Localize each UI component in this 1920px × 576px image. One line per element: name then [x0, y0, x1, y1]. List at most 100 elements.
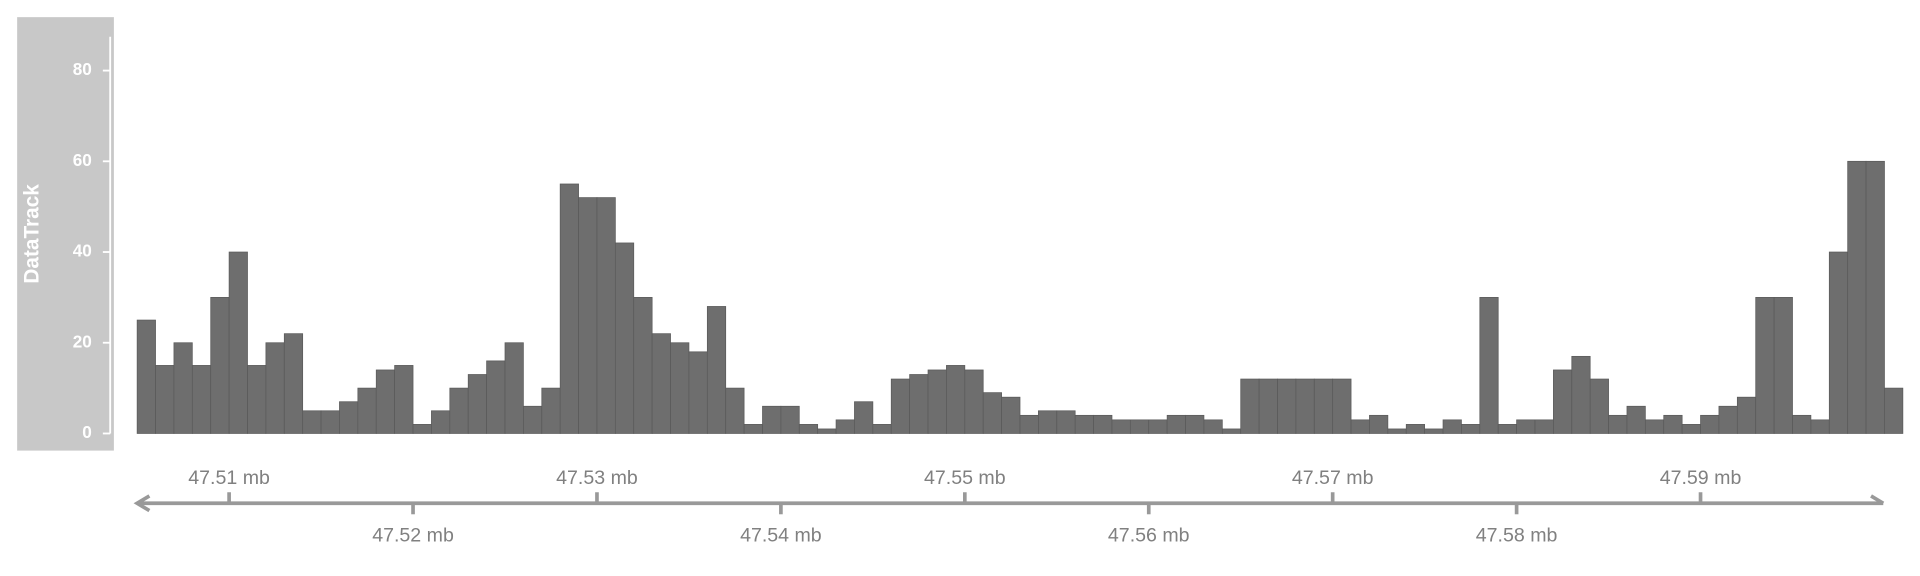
bar: [136, 319, 156, 434]
bar: [1369, 414, 1389, 434]
bar: [559, 183, 579, 434]
bar: [780, 405, 800, 434]
bar: [467, 374, 487, 434]
x-tick-label: 47.55 mb: [924, 467, 1006, 489]
bar: [1608, 414, 1628, 434]
bar: [1295, 378, 1315, 434]
y-tick-label: 40: [73, 241, 92, 261]
bar: [1589, 378, 1609, 434]
bar: [541, 387, 561, 434]
bar: [1461, 424, 1481, 434]
bar: [982, 392, 1002, 434]
bar: [633, 297, 653, 434]
bar: [1203, 419, 1223, 434]
bar: [835, 419, 855, 434]
bar: [357, 387, 377, 434]
bar: [725, 387, 745, 434]
bar: [578, 197, 598, 434]
bar: [1332, 378, 1352, 434]
bar: [173, 342, 193, 434]
track-title-panel: [17, 17, 114, 451]
bar: [762, 405, 782, 434]
bar: [1810, 419, 1830, 434]
bar: [1828, 251, 1849, 434]
y-tick-label: 60: [73, 150, 92, 170]
bar: [1258, 378, 1278, 434]
bar: [1571, 355, 1591, 434]
bar: [375, 369, 396, 434]
bar: [1387, 428, 1407, 434]
bar: [1148, 419, 1168, 434]
bar: [449, 387, 469, 434]
bar: [964, 369, 984, 434]
bar: [1129, 419, 1150, 434]
bar: [1865, 160, 1885, 434]
bar: [191, 365, 212, 434]
bar: [872, 424, 892, 434]
track-title: DataTrack: [21, 184, 44, 284]
y-tick-label: 0: [82, 422, 92, 442]
bar: [1773, 297, 1793, 434]
bar: [1185, 414, 1205, 434]
bar: [854, 401, 874, 434]
bar: [1056, 410, 1076, 434]
bar: [946, 365, 966, 434]
bar: [283, 333, 304, 434]
bar: [302, 410, 322, 434]
bar: [1553, 369, 1573, 434]
x-tick-label: 47.54 mb: [740, 524, 822, 546]
bar: [1792, 414, 1812, 434]
bar: [1497, 424, 1517, 434]
bar: [688, 351, 708, 434]
bar: [1240, 378, 1260, 434]
bar: [155, 365, 175, 434]
genome-axis-arrows: [133, 494, 1885, 513]
bar: [743, 424, 763, 434]
bar: [798, 424, 819, 434]
x-tick-label: 47.58 mb: [1476, 524, 1558, 546]
y-tick-label: 20: [73, 331, 92, 351]
bar: [817, 428, 837, 434]
y-tick-label: 80: [73, 59, 92, 79]
bar: [486, 360, 506, 434]
bar: [927, 369, 947, 434]
bar: [320, 410, 340, 434]
bar: [1534, 419, 1554, 434]
bar: [1038, 410, 1058, 434]
bar: [1074, 414, 1094, 434]
bar: [412, 424, 432, 434]
bar: [1663, 414, 1683, 434]
bar: [651, 333, 671, 434]
bar: [1479, 297, 1499, 434]
x-tick-label: 47.52 mb: [372, 524, 454, 546]
x-tick-label: 47.51 mb: [188, 467, 270, 489]
x-tick-label: 47.59 mb: [1660, 467, 1742, 489]
bar: [596, 197, 616, 434]
bar: [706, 306, 727, 434]
bar: [1442, 419, 1462, 434]
bar: [890, 378, 911, 434]
bar: [670, 342, 690, 434]
bar: [1001, 396, 1021, 434]
bar: [210, 297, 230, 434]
bar: [265, 342, 285, 434]
bar: [909, 374, 929, 434]
bar: [1350, 419, 1370, 434]
bar: [1093, 414, 1113, 434]
bar: [1755, 297, 1775, 434]
bar: [394, 365, 414, 434]
bar: [523, 405, 543, 434]
x-tick-label: 47.53 mb: [556, 467, 638, 489]
bar: [1644, 419, 1665, 434]
bar: [1700, 414, 1720, 434]
bar: [1313, 378, 1334, 434]
bar: [1019, 414, 1039, 434]
bar: [1277, 378, 1297, 434]
bar: [1884, 387, 1904, 434]
bar: [614, 242, 635, 434]
bar: [1221, 428, 1242, 434]
bar: [1111, 419, 1131, 434]
bar: [1424, 428, 1444, 434]
